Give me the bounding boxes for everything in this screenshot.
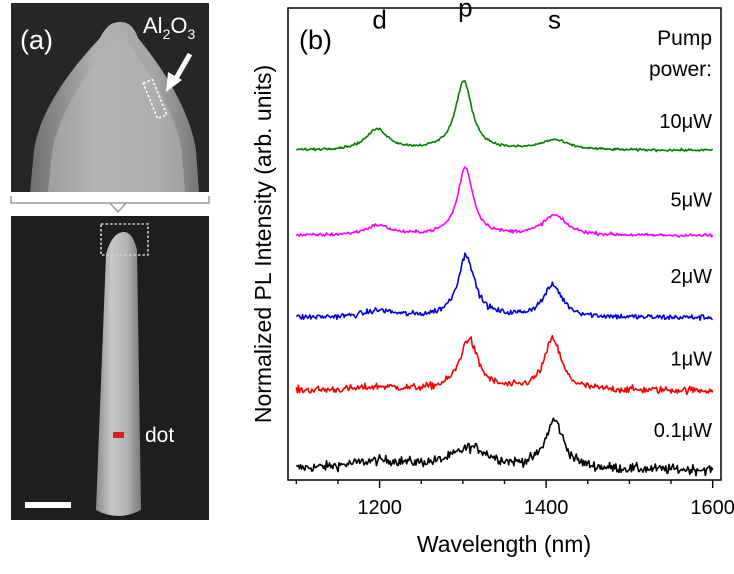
scale-bar <box>25 502 71 508</box>
zoom-region-box <box>100 223 149 256</box>
x-tick-label-1200: 1200 <box>357 497 402 519</box>
series-labels: 0.1μW 1μW 2μW 5μW 10μW <box>654 111 712 442</box>
legend-title-line2: power: <box>649 58 712 81</box>
shell-dashed-box <box>142 78 168 120</box>
panel-a: (a) Al2O3 dot <box>10 3 210 520</box>
dot-label: dot <box>145 424 174 447</box>
series-line-0 <box>295 417 714 477</box>
al2o3-label: Al2O3 <box>143 13 195 42</box>
zoom-bracket <box>10 196 210 214</box>
x-tick-label-1400: 1400 <box>524 497 569 519</box>
spectra-series <box>295 80 714 477</box>
series-line-4 <box>296 80 714 153</box>
shell-arrow-head <box>166 72 182 92</box>
x-axis-ticks: 1200 1400 1600 <box>295 480 734 519</box>
peak-label-d: d <box>372 5 386 35</box>
legend-title-line1: Pump <box>657 27 712 50</box>
series-label-0: 0.1μW <box>654 420 712 442</box>
series-line-2 <box>296 252 714 321</box>
x-axis-label: Wavelength (nm) <box>417 531 591 557</box>
panel-b-label: (b) <box>299 25 332 55</box>
quantum-dot-marker <box>113 432 124 438</box>
series-label-3: 5μW <box>670 190 712 212</box>
series-line-3 <box>295 166 714 238</box>
peak-label-p: p <box>458 0 472 22</box>
series-label-4: 10μW <box>659 111 712 133</box>
series-line-1 <box>295 334 714 396</box>
y-axis-label: Normalized PL Intensity (arb. units) <box>250 65 276 423</box>
nanowire-body <box>96 232 141 516</box>
series-label-2: 2μW <box>670 266 712 288</box>
peak-label-s: s <box>548 5 561 35</box>
panel-a-label: (a) <box>20 25 53 55</box>
x-tick-label-1600: 1600 <box>690 497 734 519</box>
series-label-1: 1μW <box>670 349 712 371</box>
nanowire-tip-core <box>48 39 185 192</box>
